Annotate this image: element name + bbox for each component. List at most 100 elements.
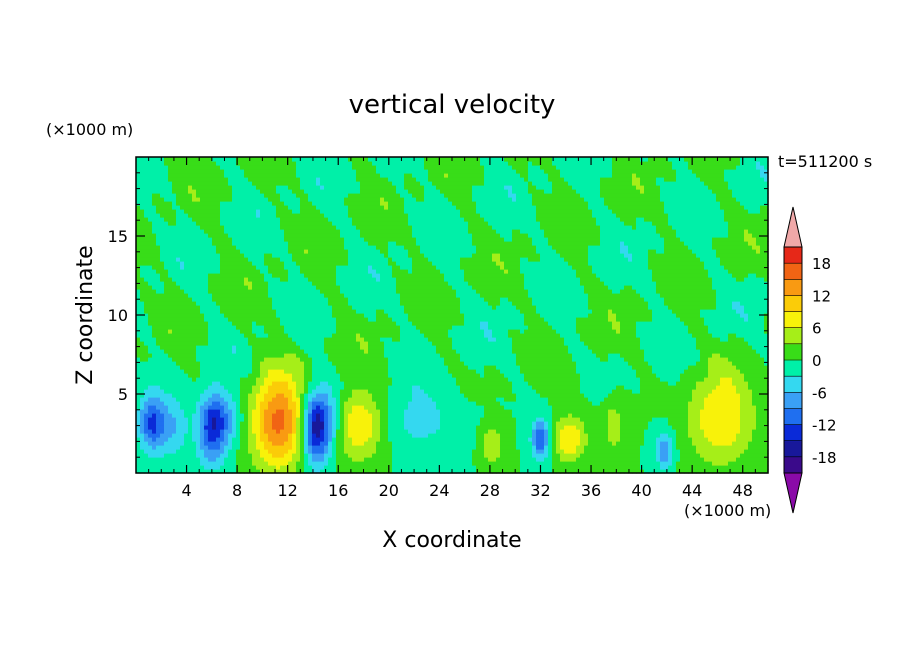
field-cell bbox=[344, 373, 349, 378]
field-cell bbox=[356, 429, 361, 434]
field-cell bbox=[208, 357, 213, 362]
field-cell bbox=[304, 401, 309, 406]
field-cell bbox=[212, 185, 217, 190]
field-cell bbox=[352, 377, 357, 382]
field-cell bbox=[140, 357, 145, 362]
field-cell bbox=[168, 393, 173, 398]
field-cell bbox=[348, 157, 353, 162]
field-cell bbox=[176, 293, 181, 298]
field-cell bbox=[200, 353, 205, 358]
field-cell bbox=[328, 345, 333, 350]
field-cell bbox=[156, 253, 161, 258]
field-cell bbox=[148, 209, 153, 214]
field-cell bbox=[364, 313, 369, 318]
field-cell bbox=[152, 321, 157, 326]
field-cell bbox=[376, 381, 381, 386]
field-cell bbox=[332, 265, 337, 270]
field-cell bbox=[300, 217, 305, 222]
field-cell bbox=[184, 429, 189, 434]
field-cell bbox=[148, 177, 153, 182]
field-cell bbox=[244, 361, 249, 366]
field-cell bbox=[192, 181, 197, 186]
field-cell bbox=[248, 237, 253, 242]
field-cell bbox=[176, 401, 181, 406]
field-cell bbox=[304, 177, 309, 182]
field-cell bbox=[328, 341, 333, 346]
field-cell bbox=[156, 233, 161, 238]
field-cell bbox=[180, 249, 185, 254]
field-cell bbox=[168, 369, 173, 374]
field-cell bbox=[192, 309, 197, 314]
field-cell bbox=[344, 353, 349, 358]
field-cell bbox=[160, 429, 165, 434]
field-cell bbox=[352, 385, 357, 390]
field-cell bbox=[344, 277, 349, 282]
field-cell bbox=[300, 209, 305, 214]
field-cell bbox=[320, 309, 325, 314]
field-cell bbox=[292, 421, 297, 426]
field-cell bbox=[336, 225, 341, 230]
field-cell bbox=[276, 325, 281, 330]
field-cell bbox=[300, 277, 305, 282]
field-cell bbox=[196, 301, 201, 306]
field-cell bbox=[348, 205, 353, 210]
field-cell bbox=[164, 377, 169, 382]
field-cell bbox=[360, 173, 365, 178]
field-cell bbox=[384, 329, 389, 334]
field-cell bbox=[272, 341, 277, 346]
field-cell bbox=[364, 177, 369, 182]
field-cell bbox=[276, 229, 281, 234]
field-cell bbox=[308, 197, 313, 202]
field-cell bbox=[376, 453, 381, 458]
field-cell bbox=[284, 441, 289, 446]
field-cell bbox=[172, 345, 177, 350]
field-cell bbox=[204, 185, 209, 190]
field-cell bbox=[300, 269, 305, 274]
field-cell bbox=[356, 425, 361, 430]
field-cell bbox=[284, 301, 289, 306]
field-cell bbox=[136, 197, 141, 202]
field-cell bbox=[384, 289, 389, 294]
field-cell bbox=[156, 349, 161, 354]
field-cell bbox=[208, 361, 213, 366]
field-cell bbox=[324, 393, 329, 398]
field-cell bbox=[372, 241, 377, 246]
field-cell bbox=[188, 161, 193, 166]
field-cell bbox=[212, 245, 217, 250]
field-cell bbox=[308, 289, 313, 294]
field-cell bbox=[140, 189, 145, 194]
field-cell bbox=[328, 437, 333, 442]
field-cell bbox=[236, 353, 241, 358]
field-cell bbox=[300, 233, 305, 238]
field-cell bbox=[384, 209, 389, 214]
field-cell bbox=[368, 257, 373, 262]
field-cell bbox=[228, 261, 233, 266]
field-cell bbox=[296, 301, 301, 306]
field-cell bbox=[332, 313, 337, 318]
field-cell bbox=[184, 233, 189, 238]
field-cell bbox=[296, 441, 301, 446]
field-cell bbox=[352, 329, 357, 334]
field-cell bbox=[236, 201, 241, 206]
field-cell bbox=[324, 269, 329, 274]
field-cell bbox=[144, 429, 149, 434]
field-cell bbox=[160, 349, 165, 354]
field-cell bbox=[260, 237, 265, 242]
field-cell bbox=[356, 277, 361, 282]
field-cell bbox=[292, 253, 297, 258]
field-cell bbox=[340, 289, 345, 294]
field-cell bbox=[328, 213, 333, 218]
field-cell bbox=[336, 233, 341, 238]
field-cell bbox=[236, 449, 241, 454]
field-cell bbox=[220, 397, 225, 402]
field-cell bbox=[304, 293, 309, 298]
field-cell bbox=[360, 281, 365, 286]
field-cell bbox=[240, 181, 245, 186]
field-cell bbox=[260, 365, 265, 370]
field-cell bbox=[324, 445, 329, 450]
field-cell bbox=[380, 201, 385, 206]
field-cell bbox=[184, 405, 189, 410]
field-cell bbox=[208, 453, 213, 458]
field-cell bbox=[240, 221, 245, 226]
field-cell bbox=[188, 385, 193, 390]
